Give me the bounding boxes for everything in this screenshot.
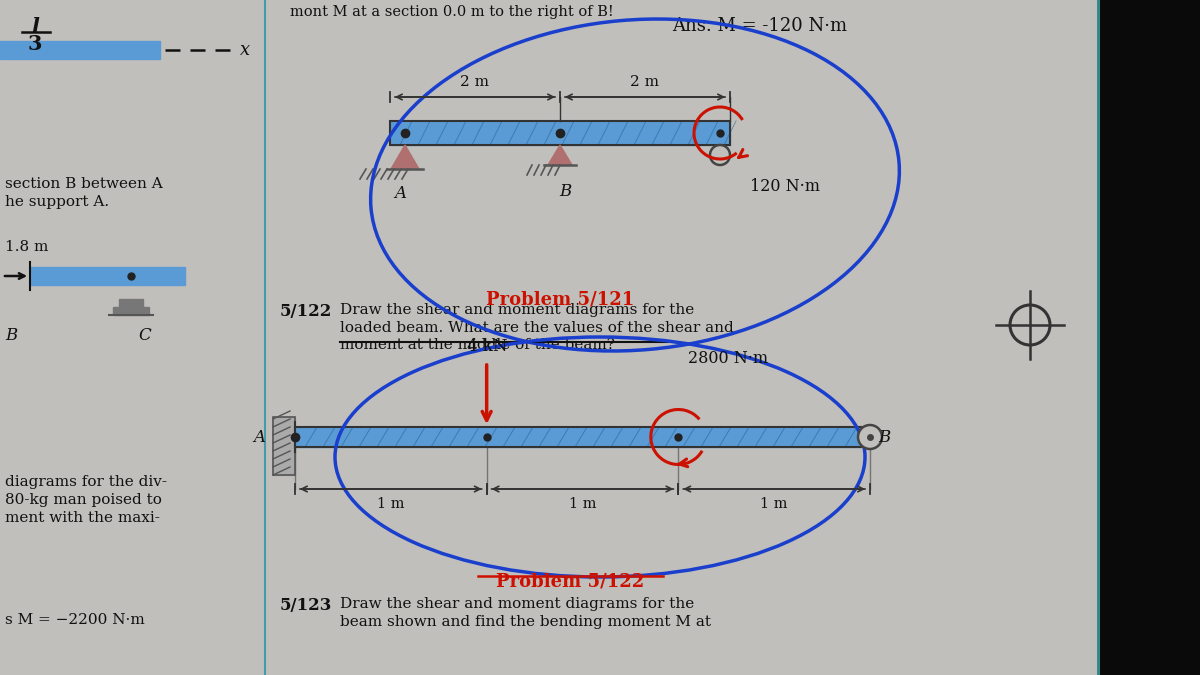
Text: C: C	[139, 327, 151, 344]
Text: A: A	[394, 185, 406, 202]
Text: mont M at a section 0.0 m to the right of B!: mont M at a section 0.0 m to the right o…	[290, 5, 613, 19]
Bar	[274, 417, 295, 475]
Bar	[390, 121, 730, 145]
Bar	[390, 121, 730, 145]
Circle shape	[858, 425, 882, 449]
Bar	[119, 299, 143, 307]
Text: 2 m: 2 m	[461, 75, 490, 89]
Text: 80-kg man poised to: 80-kg man poised to	[5, 493, 162, 507]
Polygon shape	[548, 145, 572, 165]
Text: section B between A: section B between A	[5, 177, 163, 191]
Text: B: B	[878, 429, 890, 446]
Text: = −2200 N·m: = −2200 N·m	[38, 613, 145, 627]
Text: Problem 5/122: Problem 5/122	[496, 572, 644, 590]
Text: 120 N·m: 120 N·m	[750, 178, 820, 195]
Bar	[0, 41, 160, 59]
Text: B: B	[559, 183, 571, 200]
Text: 5/123: 5/123	[280, 597, 332, 614]
Text: ment with the maxi-: ment with the maxi-	[5, 511, 160, 525]
Bar	[113, 307, 149, 315]
Text: 1 m: 1 m	[761, 497, 788, 511]
Text: 1 m: 1 m	[377, 497, 404, 511]
Text: beam shown and find the bending moment M at: beam shown and find the bending moment M…	[340, 615, 710, 629]
Text: x: x	[240, 41, 250, 59]
Bar	[295, 427, 870, 447]
Bar	[1100, 0, 1200, 675]
Polygon shape	[391, 145, 419, 169]
Text: he support A.: he support A.	[5, 195, 109, 209]
Text: A: A	[253, 429, 265, 446]
Text: diagrams for the div-: diagrams for the div-	[5, 475, 167, 489]
Text: Ans. M = -120 N·m: Ans. M = -120 N·m	[672, 17, 847, 35]
Text: 1 m: 1 m	[569, 497, 596, 511]
Text: s M: s M	[5, 613, 34, 627]
Text: B: B	[5, 327, 17, 344]
Circle shape	[710, 145, 730, 165]
Text: Draw the shear and moment diagrams for the: Draw the shear and moment diagrams for t…	[340, 303, 695, 317]
Text: Draw the shear and moment diagrams for the: Draw the shear and moment diagrams for t…	[340, 597, 695, 611]
Text: Problem 5/121: Problem 5/121	[486, 290, 634, 308]
Text: moment at the middle of the beam?: moment at the middle of the beam?	[340, 338, 614, 352]
Text: 2800 N·m: 2800 N·m	[689, 350, 768, 367]
Text: 4 kN: 4 kN	[467, 338, 508, 355]
Bar	[30, 267, 185, 285]
Text: loaded beam. What are the values of the shear and: loaded beam. What are the values of the …	[340, 321, 733, 335]
Text: l: l	[31, 17, 38, 37]
Text: 1.8 m: 1.8 m	[5, 240, 48, 254]
Text: 5/122: 5/122	[280, 303, 332, 320]
Bar	[274, 417, 295, 475]
Text: 2 m: 2 m	[630, 75, 660, 89]
Bar	[295, 427, 870, 447]
Text: 3: 3	[28, 34, 42, 54]
